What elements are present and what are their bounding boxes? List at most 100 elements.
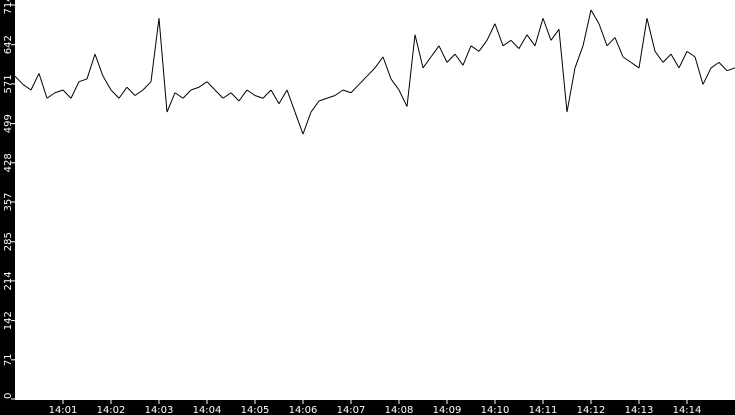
series-segment [470,45,480,52]
y-tick-label: 357 [3,192,14,211]
series-segment [30,73,40,91]
series-segment [646,18,656,52]
series-segment [366,67,376,77]
series-segment [206,81,216,91]
series-segment [174,92,184,99]
y-tick-label: 428 [3,153,14,172]
series-segment [502,39,512,47]
series-segment [302,111,312,135]
series-segment [198,81,208,88]
y-tick-label: 571 [3,74,14,93]
y-tick-label: 499 [3,114,14,133]
series-segment [510,39,520,49]
x-tick-label: 14:12 [577,405,606,415]
y-tick-label: 142 [3,311,14,330]
series-segment [190,86,200,91]
series-segment [518,34,528,49]
x-tick-label: 14:02 [97,405,126,415]
series-segment [254,95,264,99]
series-segment [526,34,536,47]
series-segment [238,89,248,102]
x-tick-label: 14:08 [385,405,414,415]
series-segment [22,84,32,91]
series-segment [262,89,272,99]
series-segment [486,23,496,41]
plot-area [15,0,735,400]
series-segment [214,89,224,99]
series-segment [654,51,664,63]
series-segment [622,56,632,63]
series-segment [270,89,280,105]
series-segment [94,53,104,77]
series-segment [166,92,176,113]
series-segment [230,92,240,102]
x-tick-label: 14:06 [289,405,318,415]
series-segment [110,89,120,99]
series-segment [102,75,112,91]
y-tick-label: 71 [3,353,14,366]
series-segment [598,23,608,47]
series-segment [406,34,416,107]
series-segment [86,53,96,80]
series-segment [326,95,336,99]
series-segment [78,78,88,83]
series-segment [590,9,600,25]
series-segment [374,56,384,69]
y-tick-label: 642 [3,35,14,54]
series-segment [574,45,584,69]
x-axis: 14:01 14:02 14:03 14:04 14:05 14:06 14:07 14:08… [49,399,701,415]
x-tick-label: 14:04 [193,405,222,415]
x-tick-label: 14:01 [49,405,78,415]
y-tick-label: 214 [3,271,14,290]
y-tick-label: 714 [3,0,14,15]
series-segment [246,89,256,96]
series-segment [70,81,80,99]
series-segment [118,86,128,99]
series-segment [294,111,304,135]
series-segment [558,29,568,113]
y-tick-label: 0 [3,393,14,399]
x-tick-label: 14:10 [481,405,510,415]
series-segment [670,53,680,69]
series-segment [566,67,576,113]
series-segment [286,89,296,113]
series-segment [534,18,544,46]
series-segment [494,23,504,47]
series-segment [438,45,448,63]
series-segment [142,81,152,91]
series-segment [638,18,648,68]
series-segment [550,28,560,41]
x-tick-label: 14:11 [529,405,558,415]
x-tick-label: 14:13 [625,405,654,415]
series-segment [38,73,48,99]
series-segment [134,89,144,96]
series-segment [46,92,56,99]
series-segment [14,75,24,85]
series-segment [398,89,408,107]
series-segment [358,75,368,85]
series-segment [390,78,400,91]
series-segment [382,56,392,80]
series-segment [342,89,352,94]
series-segment [222,92,232,99]
y-axis: 0 71 142 214 285 357 428 499 571 642 714 [3,0,15,400]
series-segment [614,37,624,58]
y-tick-label: 285 [3,232,14,251]
series-segment [582,9,592,46]
series-segment [310,100,320,113]
series-segment [158,18,168,113]
series-segment [62,89,72,99]
series-segment [718,62,728,72]
series-segment [454,53,464,66]
series-segment [422,56,432,69]
series-segment [462,45,472,66]
series-segment [318,97,328,102]
series-segment [542,18,552,41]
series-segment [54,89,64,94]
series-segment [446,53,456,63]
series-segment [678,51,688,69]
x-tick-label: 14:07 [337,405,366,415]
series-group [14,9,735,135]
series-segment [694,56,704,85]
